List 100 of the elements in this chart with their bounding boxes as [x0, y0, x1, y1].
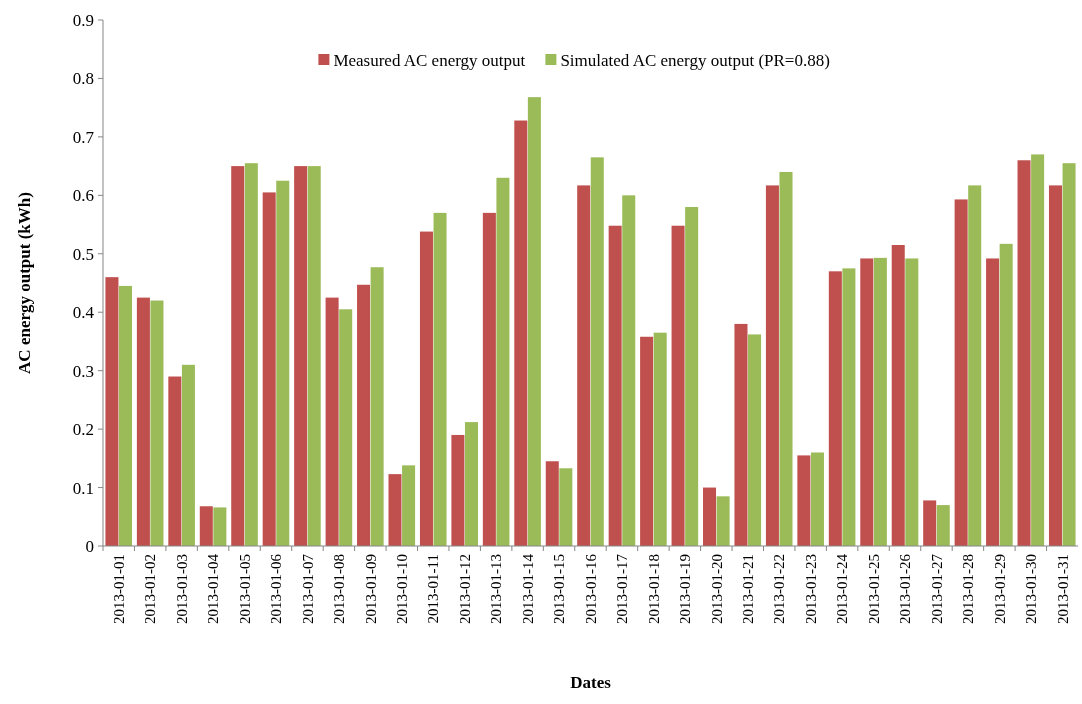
- x-tick-label: 2013-01-19: [677, 554, 694, 624]
- bar: [150, 300, 164, 546]
- x-tick-label: 2013-01-04: [205, 553, 222, 624]
- bar: [622, 195, 636, 546]
- x-tick-label: 2013-01-23: [802, 554, 819, 624]
- x-tick-label: 2013-01-10: [394, 554, 411, 624]
- bar: [105, 277, 119, 546]
- bar: [262, 192, 276, 546]
- bar: [748, 334, 762, 546]
- bar: [685, 207, 699, 546]
- bar: [339, 309, 353, 546]
- y-tick-label: 0.8: [72, 69, 94, 89]
- bar: [873, 257, 887, 546]
- x-tick-label: 2013-01-08: [331, 554, 348, 624]
- x-tick-label: 2013-01-02: [142, 554, 159, 624]
- x-tick-label: 2013-01-25: [865, 554, 882, 624]
- x-tick-label: 2013-01-14: [519, 553, 536, 624]
- y-axis-title: AC energy output (kWh): [15, 192, 34, 374]
- bar: [986, 258, 1000, 546]
- bar: [1048, 185, 1062, 546]
- bar: [608, 225, 622, 546]
- x-tick-label: 2013-01-29: [991, 554, 1008, 624]
- bar: [779, 171, 793, 546]
- x-tick-label: 2013-01-27: [928, 553, 945, 624]
- bar: [545, 461, 559, 546]
- y-tick-label: 0.7: [72, 127, 95, 147]
- x-tick-label: 2013-01-13: [488, 554, 505, 624]
- bar: [514, 120, 528, 546]
- legend-label: Simulated AC energy output (PR=0.88): [560, 50, 830, 70]
- bar: [1031, 154, 1045, 546]
- bar: [968, 185, 982, 546]
- x-axis-title: Dates: [570, 673, 612, 692]
- y-tick-label: 0.2: [72, 420, 94, 440]
- x-tick-label: 2013-01-15: [551, 554, 568, 624]
- bar: [923, 500, 937, 546]
- y-tick-label: 0.9: [72, 10, 94, 30]
- bar: [734, 323, 748, 546]
- x-tick-label: 2013-01-01: [110, 554, 127, 624]
- bar: [370, 267, 384, 546]
- bar: [810, 452, 824, 546]
- bar: [954, 199, 968, 546]
- bar: [325, 297, 339, 546]
- bar: [860, 258, 874, 546]
- bar: [797, 455, 811, 546]
- bar: [936, 505, 950, 546]
- y-tick-label: 0.1: [72, 478, 94, 498]
- bar: [891, 245, 905, 546]
- x-tick-label: 2013-01-21: [740, 554, 757, 624]
- x-tick-label: 2013-01-11: [425, 554, 442, 624]
- y-tick-label: 0.3: [72, 361, 94, 381]
- bar: [905, 258, 919, 546]
- bar: [828, 271, 842, 546]
- bar: [294, 166, 308, 546]
- bar: [181, 364, 195, 546]
- bar: [716, 496, 730, 546]
- bar: [1062, 163, 1076, 546]
- bar: [388, 474, 402, 546]
- x-tick-label: 2013-01-28: [960, 554, 977, 624]
- bar: [999, 243, 1013, 546]
- bar: [213, 507, 227, 546]
- bar: [276, 180, 290, 546]
- bar: [231, 166, 245, 546]
- y-tick-label: 0: [85, 536, 94, 556]
- y-tick-label: 0.4: [72, 303, 95, 323]
- bar: [419, 231, 433, 546]
- bar: [402, 465, 416, 546]
- y-tick-label: 0.6: [72, 186, 94, 206]
- bar: [464, 422, 478, 546]
- bar: [1017, 160, 1031, 546]
- bar: [765, 185, 779, 546]
- bar: [136, 297, 150, 546]
- bar: [559, 468, 573, 546]
- x-tick-label: 2013-01-07: [299, 553, 316, 624]
- bar: [653, 332, 667, 546]
- bar: [703, 487, 717, 546]
- bar: [357, 284, 371, 546]
- x-tick-label: 2013-01-26: [897, 553, 914, 624]
- bar: [451, 434, 465, 546]
- bar: [640, 336, 654, 546]
- x-tick-label: 2013-01-09: [362, 554, 379, 624]
- bar: [496, 177, 510, 546]
- bar: [307, 166, 321, 546]
- bar: [842, 268, 856, 546]
- x-tick-label: 2013-01-05: [236, 554, 253, 624]
- x-tick-label: 2013-01-06: [268, 553, 285, 624]
- x-tick-label: 2013-01-24: [834, 553, 851, 624]
- bar: [671, 225, 685, 546]
- x-tick-label: 2013-01-31: [1054, 554, 1071, 624]
- bar: [527, 97, 541, 546]
- legend-label: Measured AC energy output: [333, 50, 526, 70]
- bar: [482, 212, 496, 546]
- x-tick-label: 2013-01-20: [708, 554, 725, 624]
- x-tick-label: 2013-01-18: [645, 554, 662, 624]
- x-tick-label: 2013-01-22: [771, 554, 788, 624]
- x-tick-label: 2013-01-30: [1023, 554, 1040, 624]
- bar: [577, 185, 591, 546]
- x-tick-label: 2013-01-16: [582, 553, 599, 624]
- x-tick-label: 2013-01-17: [614, 553, 631, 624]
- bar: [168, 376, 182, 546]
- bar: [119, 285, 133, 546]
